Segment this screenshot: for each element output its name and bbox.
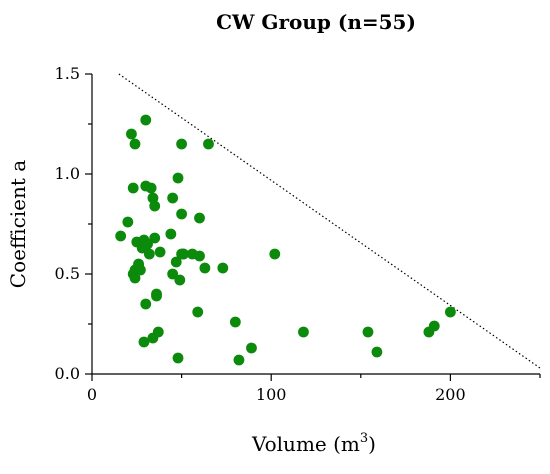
data-point xyxy=(428,320,440,332)
y-tick-label: 0.5 xyxy=(55,264,80,283)
data-point xyxy=(174,274,186,286)
data-point xyxy=(445,306,456,318)
data-point xyxy=(203,138,214,150)
data-point xyxy=(172,172,184,184)
y-axis-label: Coefficient a xyxy=(6,160,30,288)
data-point xyxy=(165,228,177,240)
data-point xyxy=(194,250,205,262)
reference-line xyxy=(118,73,541,369)
data-point xyxy=(371,346,383,358)
data-point xyxy=(134,264,146,276)
y-ticks: 0.0 0.5 1.0 1.5 xyxy=(55,64,92,383)
data-point xyxy=(167,268,179,280)
x-axis-label-superscript: 3 xyxy=(360,431,368,446)
data-point xyxy=(151,290,162,302)
data-point xyxy=(170,256,182,268)
data-point xyxy=(115,230,127,242)
data-point xyxy=(129,138,141,150)
plot-area: 0.0 0.5 1.0 1.5 0 100 200 xyxy=(55,64,541,404)
x-axis-label-suffix: ) xyxy=(368,432,376,456)
data-point xyxy=(140,298,152,310)
data-point xyxy=(126,128,137,140)
data-point xyxy=(362,326,374,338)
data-point xyxy=(127,182,139,194)
x-tick-label: 0 xyxy=(87,385,97,404)
data-point xyxy=(129,272,141,284)
data-points xyxy=(115,114,456,366)
data-point xyxy=(233,354,245,366)
data-point xyxy=(246,342,257,354)
data-point xyxy=(167,192,179,204)
x-tick-label: 100 xyxy=(256,385,287,404)
x-axis-label-text: Volume (m xyxy=(251,432,360,456)
data-point xyxy=(172,352,184,364)
data-point xyxy=(149,232,161,244)
data-point xyxy=(122,216,134,228)
data-point xyxy=(152,326,164,338)
data-point xyxy=(176,138,188,150)
data-point xyxy=(269,248,281,260)
x-axis-label: Volume (m3) xyxy=(251,431,376,456)
data-point xyxy=(154,246,166,258)
data-point xyxy=(149,200,161,212)
data-point xyxy=(176,208,188,220)
data-point xyxy=(177,248,189,260)
x-ticks: 0 100 200 xyxy=(87,374,541,404)
x-tick-label: 200 xyxy=(435,385,466,404)
y-tick-label: 0.0 xyxy=(55,364,80,383)
data-point xyxy=(145,182,157,194)
data-point xyxy=(229,316,241,328)
data-point xyxy=(142,238,153,250)
data-point xyxy=(217,262,229,274)
y-tick-label: 1.5 xyxy=(55,64,80,83)
data-point xyxy=(199,262,211,274)
y-tick-label: 1.0 xyxy=(55,164,80,183)
data-point xyxy=(143,248,155,260)
chart-title: CW Group (n=55) xyxy=(216,10,416,34)
data-point xyxy=(138,336,150,348)
data-point xyxy=(140,114,152,126)
data-point xyxy=(194,212,205,224)
data-point xyxy=(298,326,309,338)
data-point xyxy=(192,306,204,318)
